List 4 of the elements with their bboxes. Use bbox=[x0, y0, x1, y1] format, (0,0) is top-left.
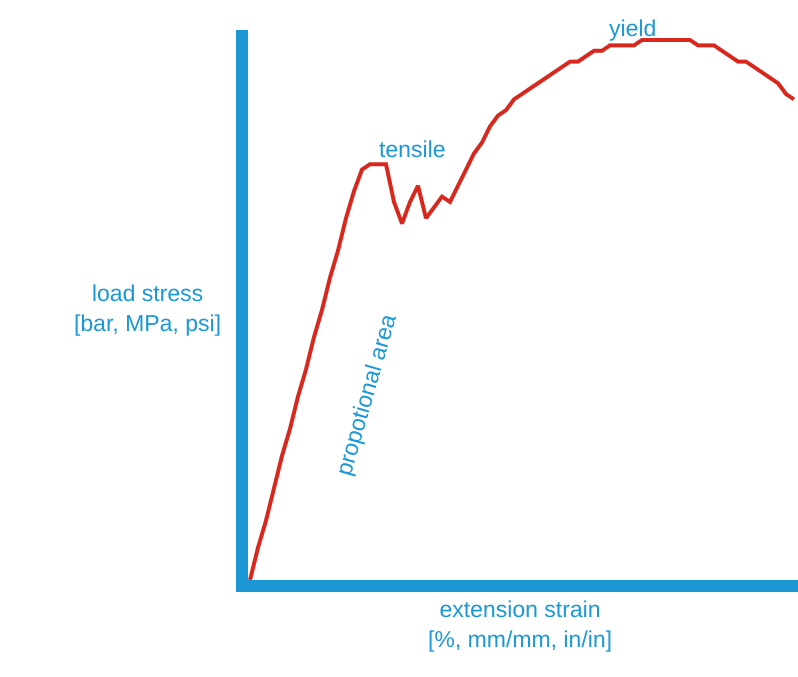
annotation: yield bbox=[609, 15, 656, 41]
annotation: tensile bbox=[379, 136, 446, 162]
y-axis-title: load stress [bar, MPa, psi] bbox=[74, 280, 222, 336]
x-axis-title: extension strain [%, mm/mm, in/in] bbox=[428, 596, 612, 652]
